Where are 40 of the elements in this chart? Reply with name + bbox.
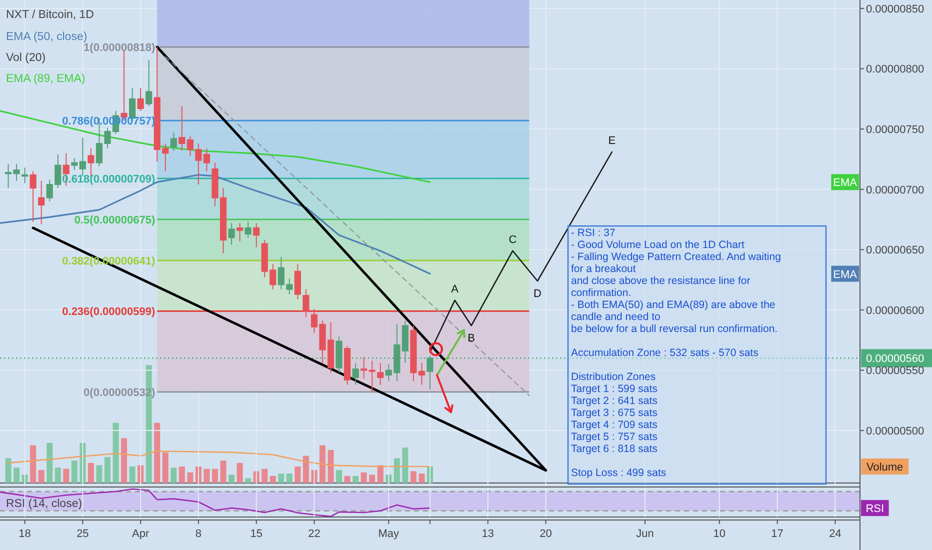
x-tick-label: 24	[829, 528, 842, 540]
y-tick-label: 0.00000750	[866, 124, 924, 136]
x-tick-label: 25	[76, 528, 89, 540]
y-tick-label: 0.00000650	[866, 244, 924, 257]
y-tick-label: 0.00000850	[866, 3, 924, 16]
x-tick-label: May	[378, 528, 400, 540]
text: - RSI : 37 - Good Volume Load on the 1D Chart - Falling Wedge Pattern Created. And waiting for a breakout and close above the resistance line for confirmation. - Both EMA(50) and EMA(89) are above the candle and need to be below for a bull reversal run confirmation. Accumulation Zone : 532 sats - 570 sats Distribution Zones Target 1 : 599 sats Target 2 : 641 sats Target 3 : 675 sats Target 4 : 709 sats Target 5 : 757 sats Target 6 : 818 sats Stop Loss : 499 sats	[571, 227, 781, 479]
text: RSI	[866, 503, 884, 516]
y-tick-label: 0.00000550	[866, 365, 924, 378]
x-tick-label: 15	[250, 528, 262, 540]
ref-line-label: 0.236(0.00000599)	[62, 306, 156, 318]
x-tick-label: 13	[482, 528, 494, 540]
text: NXT / Bitcoin, 1D	[6, 9, 94, 21]
x-tick-label: 22	[308, 528, 320, 540]
ref-line-label: 1(0.00000818)	[84, 42, 156, 54]
x-tick-label: 17	[771, 528, 784, 540]
annotation: EMA	[833, 268, 858, 281]
text: EMA (50, close)	[6, 31, 88, 43]
text: Volume	[866, 461, 904, 474]
y-tick-label: 0.00000600	[866, 304, 924, 317]
x-tick-label: Apr	[132, 528, 150, 540]
y-tick-label: 0.00000500	[866, 426, 924, 438]
annotation: EMA	[833, 177, 858, 190]
y-tick-label: 0.00000700	[866, 184, 924, 196]
ref-line-label: 0.00000560	[866, 353, 924, 366]
annotation: E	[608, 134, 616, 147]
chart-title: Vol (20)	[6, 52, 46, 64]
text: RSI (14, close)	[6, 498, 82, 510]
x-tick-label: 8	[195, 528, 202, 540]
annotation: C	[508, 234, 517, 246]
text: EMA (89, EMA)	[6, 73, 86, 85]
annotation: A	[451, 283, 460, 296]
x-tick-label: 18	[18, 528, 31, 540]
annotation: D	[534, 288, 542, 300]
x-tick-label: 10	[713, 528, 726, 540]
x-tick-label: Jun	[636, 528, 654, 540]
x-tick-label: 20	[540, 528, 552, 540]
y-tick-label: 0.00000800	[866, 64, 924, 76]
ref-line-label: 0.5(0.00000675)	[74, 214, 156, 226]
annotation: B	[468, 332, 476, 345]
